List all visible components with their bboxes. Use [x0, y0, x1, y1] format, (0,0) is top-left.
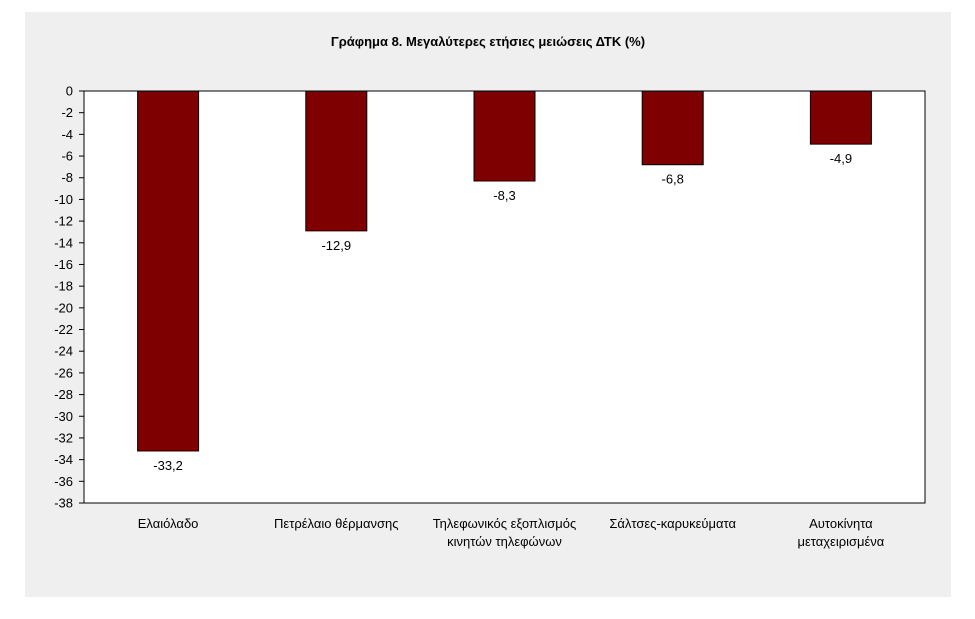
y-tick-label: -4 — [61, 127, 73, 142]
data-label: -8,3 — [493, 188, 515, 203]
y-tick-label: -2 — [61, 105, 73, 120]
y-tick-label: -32 — [54, 430, 73, 445]
data-label: -33,2 — [153, 458, 183, 473]
y-tick-label: 0 — [66, 84, 73, 99]
category-label: Ελαιόλαδο — [138, 516, 199, 531]
y-tick-label: -8 — [61, 170, 73, 185]
y-tick-label: -22 — [54, 322, 73, 337]
chart-panel: Γράφημα 8. Μεγαλύτερες ετήσιες μειώσεις … — [25, 12, 951, 597]
y-tick-label: -6 — [61, 149, 73, 164]
bar-chart: 0 -2 -4 -6 -8 -10 -12 -14 -16 -18 -20 -22 -24 -26 -28 -… — [54, 84, 926, 549]
category-label: Τηλεφωνικός εξοπλισμός — [433, 516, 577, 531]
y-tick-label: -10 — [54, 192, 73, 207]
category-label: Αυτοκίνητα — [809, 516, 873, 531]
y-tick-label: -34 — [54, 452, 73, 467]
bar — [137, 90, 200, 452]
plot-area — [83, 90, 926, 504]
y-tick-label: -28 — [54, 387, 73, 402]
y-tick-label: -26 — [54, 365, 73, 380]
data-label: -4,9 — [830, 151, 852, 166]
category-label: Πετρέλαιο θέρμανσης — [274, 516, 399, 531]
data-label: -6,8 — [661, 172, 683, 187]
bar — [641, 90, 704, 166]
data-label: -12,9 — [321, 238, 351, 253]
y-tick-label: -38 — [54, 496, 73, 511]
y-tick-label: -18 — [54, 279, 73, 294]
category-label: μεταχειρισμένα — [797, 534, 884, 549]
bar — [305, 90, 368, 232]
category-label: Σάλτσες-καρυκεύματα — [609, 516, 736, 531]
bar — [473, 90, 536, 182]
y-tick-label: -36 — [54, 474, 73, 489]
chart-title: Γράφημα 8. Μεγαλύτερες ετήσιες μειώσεις … — [330, 34, 646, 49]
y-tick-label: -12 — [54, 214, 73, 229]
category-label: κινητών τηλεφώνων — [447, 534, 562, 549]
bar — [809, 90, 872, 145]
y-tick-label: -20 — [54, 300, 73, 315]
y-tick-label: -14 — [54, 235, 73, 250]
y-tick-label: -30 — [54, 409, 73, 424]
y-tick-label: -16 — [54, 257, 73, 272]
y-tick-label: -24 — [54, 344, 73, 359]
